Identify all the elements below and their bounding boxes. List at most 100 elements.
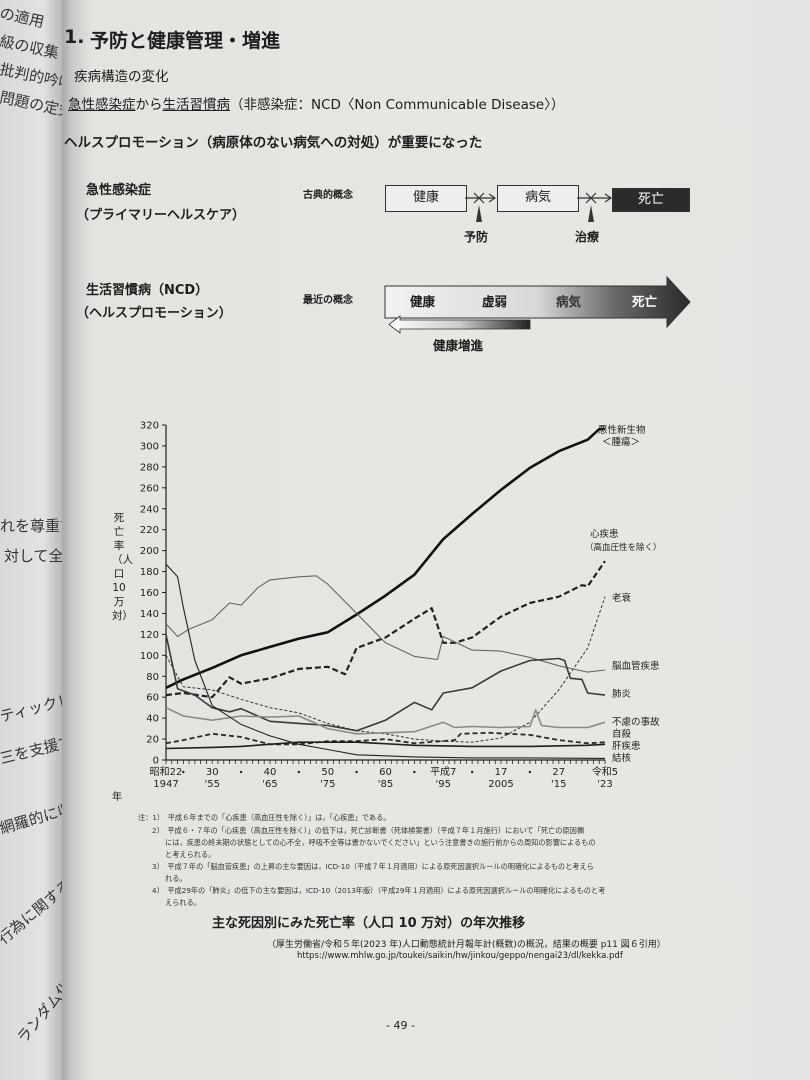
y-tick-label: 160 bbox=[140, 588, 159, 599]
note-4: 4） 平成29年の「肺炎」の低下の主な要因は，ICD-10（2013年版）（平成… bbox=[152, 886, 606, 895]
series-line-5 bbox=[165, 706, 606, 735]
disease-progression-arrow bbox=[384, 275, 691, 329]
y-tick-label: 280 bbox=[140, 462, 159, 473]
y-tick-label: 120 bbox=[140, 630, 159, 641]
x-tick-label-era: 40 bbox=[264, 767, 277, 778]
y-tick-label: 300 bbox=[140, 441, 159, 452]
x-tick-label-era: 27 bbox=[552, 767, 565, 778]
health-promotion-label: 健康増進 bbox=[433, 338, 484, 353]
series-label: 結核 bbox=[612, 752, 632, 764]
page-number: - 49 - bbox=[386, 1019, 415, 1032]
x-tick-label-year: 2005 bbox=[488, 779, 513, 790]
y-tick-label: 80 bbox=[146, 672, 159, 683]
fragment: れを尊重するこ bbox=[0, 517, 62, 535]
emphasis-line: ヘルスプロモーション（病原体のない病気への対処）が重要になった bbox=[64, 135, 483, 151]
y-tick-label: 200 bbox=[140, 546, 159, 557]
y-tick-label: 20 bbox=[146, 735, 159, 746]
y-tick-label: 60 bbox=[146, 693, 159, 704]
row1-label: 急性感染症 bbox=[86, 183, 152, 198]
y-tick-label: 240 bbox=[140, 504, 159, 515]
series-label: （高血圧性を除く） bbox=[585, 542, 662, 553]
modern-concept-label: 最近の概念 bbox=[303, 295, 353, 306]
y-tick-label: 140 bbox=[140, 609, 159, 620]
x-tick-label-year: '23 bbox=[597, 779, 612, 790]
chart-caption: 主な死因別にみた死亡率（人口 10 万対）の年次推移 bbox=[212, 916, 526, 931]
x-tick-dot bbox=[355, 770, 358, 774]
y-tick-label: 40 bbox=[146, 714, 159, 725]
source-citation: （厚生労働省/令和５年(2023 年)人口動態統計月報年計(概数)の概況，結果の… bbox=[267, 940, 666, 950]
series-line-3 bbox=[165, 575, 606, 673]
series-label: 肝疾患 bbox=[612, 740, 641, 752]
x-tick-dot bbox=[239, 770, 243, 774]
textbook-page bbox=[62, 0, 810, 1080]
note-4-cont: えられる。 bbox=[165, 898, 201, 907]
y-tick-label: 320 bbox=[140, 421, 159, 432]
connector: から bbox=[135, 97, 163, 113]
x-tick-label-year: 1947 bbox=[153, 779, 178, 790]
y-tick-label: 220 bbox=[140, 525, 159, 536]
series-label: 老衰 bbox=[612, 592, 632, 604]
death-box: 死亡 bbox=[612, 188, 690, 212]
x-tick-label-era: 30 bbox=[206, 767, 219, 778]
page-title: 予防と健康管理・増進 bbox=[90, 30, 281, 52]
series-label: 肺炎 bbox=[612, 689, 632, 700]
note-2-cont2: と考えられる。 bbox=[165, 850, 216, 859]
series-line-1 bbox=[165, 560, 606, 699]
mortality-chart: 0 20 40 60 80 100 120 140 160 180 200 220 240 260 280 3… bbox=[140, 421, 662, 791]
series-label: 不慮の事故 bbox=[612, 716, 660, 728]
y-tick-label: 0 bbox=[153, 756, 159, 767]
acute-infection-term: 急性感染症 bbox=[68, 97, 136, 113]
y-tick-label: 260 bbox=[140, 483, 159, 494]
stage-illness: 病気 bbox=[556, 294, 582, 309]
ncd-note: （非感染症：NCD〈Non Communicable Disease〉） bbox=[230, 97, 565, 113]
note-3: 3） 平成７年の「脳血管疾患」の上昇の主な要因は，ICD-10（平成７年１月適用… bbox=[152, 862, 594, 871]
series-line-4 bbox=[165, 634, 606, 732]
source-url: https://www.mhlw.go.jp/toukei/saikin/hw/… bbox=[297, 951, 623, 961]
row2-label: 生活習慣病（NCD） bbox=[86, 283, 209, 298]
x-tick-label-era: 50 bbox=[321, 767, 334, 778]
y-tick-label: 180 bbox=[140, 567, 159, 578]
row2-sub: （ヘルスプロモーション） bbox=[76, 306, 232, 321]
classic-concept-label: 古典的概念 bbox=[303, 190, 353, 201]
fragment: 対して全人格 bbox=[4, 547, 62, 565]
series-line-8 bbox=[165, 563, 606, 759]
fragment: 行為に関するこ bbox=[0, 866, 62, 948]
series-label: 脳血管疾患 bbox=[612, 660, 660, 672]
note-2: 2） 平成６・７年の「心疾患（高血圧性を除く）」の低下は，死亡診断書（死体検案書… bbox=[152, 826, 585, 835]
series-line-6 bbox=[165, 731, 606, 746]
treatment-marker bbox=[588, 205, 594, 222]
subtitle: 疾病構造の変化 bbox=[74, 69, 169, 85]
health-promotion-arrow bbox=[388, 315, 531, 334]
note-3-cont: れる。 bbox=[165, 874, 187, 883]
section-number: 1. bbox=[64, 26, 85, 48]
illness-box: 病気 bbox=[497, 185, 579, 212]
y-tick-label: 100 bbox=[140, 651, 159, 662]
x-tick-label-year: '95 bbox=[436, 779, 451, 790]
stage-frail: 虚弱 bbox=[482, 294, 508, 309]
prevention-label: 予防 bbox=[464, 230, 489, 244]
x-tick-label-era: 平成7 bbox=[430, 766, 456, 778]
series-label: ＜腫瘍＞ bbox=[602, 436, 640, 448]
y-axis-label: 死亡率（人口10万対） bbox=[112, 512, 133, 622]
x-tick-label-era: 令和5 bbox=[592, 765, 618, 778]
x-tick-dot bbox=[297, 770, 301, 774]
lifestyle-disease-term: 生活習慣病 bbox=[162, 97, 231, 113]
arrow-health-to-illness bbox=[465, 192, 497, 204]
x-tick-dot bbox=[182, 770, 185, 774]
disease-shift-line: 急性感染症から生活習慣病（非感染症：NCD〈Non Communicable D… bbox=[68, 93, 564, 113]
diagram-arrows bbox=[384, 192, 691, 334]
x-tick-dot bbox=[470, 770, 474, 774]
note-1: 注：1） 平成６年までの「心疾患（高血圧性を除く）」は，「心疾患」である。 bbox=[138, 813, 391, 822]
series-label: 悪性新生物 bbox=[598, 424, 646, 436]
x-tick-label-era: 昭和22 bbox=[150, 766, 183, 778]
x-tick-label-year: '65 bbox=[262, 779, 277, 790]
x-axis-label: 年 bbox=[112, 792, 122, 803]
health-box: 健康 bbox=[385, 185, 467, 212]
stage-health: 健康 bbox=[410, 294, 436, 309]
stage-death: 死亡 bbox=[632, 294, 658, 309]
x-tick-label-year: '75 bbox=[320, 779, 335, 790]
x-tick-label-era: 60 bbox=[379, 767, 392, 778]
series-line-0 bbox=[165, 427, 605, 689]
x-tick-label-year: '85 bbox=[378, 779, 393, 790]
series-label: 自殺 bbox=[612, 728, 632, 740]
